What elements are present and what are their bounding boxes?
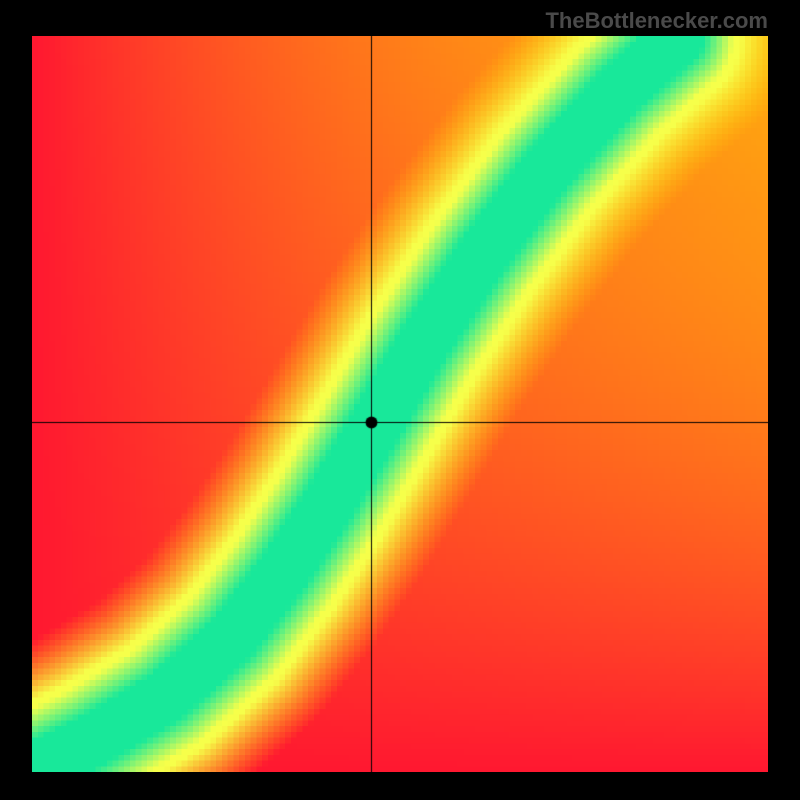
watermark-text: TheBottlenecker.com — [545, 8, 768, 34]
crosshair-overlay — [32, 36, 768, 772]
chart-stage: TheBottlenecker.com — [0, 0, 800, 800]
